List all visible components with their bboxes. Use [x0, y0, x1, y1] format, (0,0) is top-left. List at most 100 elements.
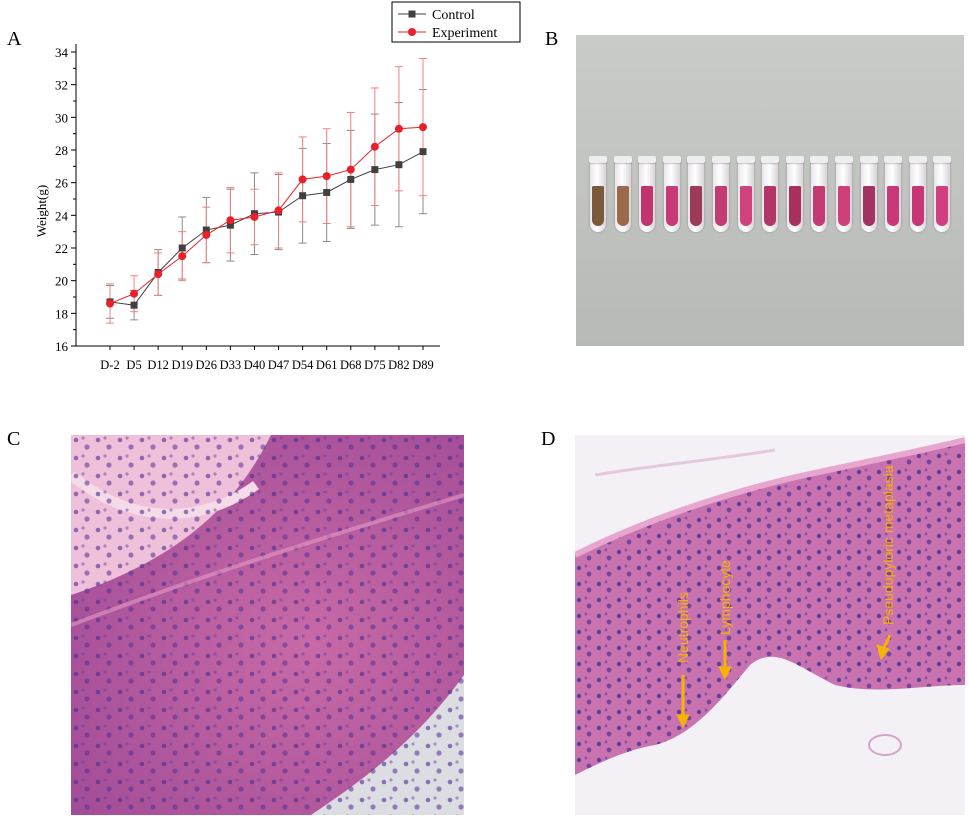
- legend-label: Experiment: [432, 26, 497, 41]
- sample-tube: [613, 156, 632, 232]
- data-point-experiment: [202, 230, 211, 239]
- x-tick-label: D89: [412, 358, 434, 372]
- tube-liquid: [616, 186, 629, 226]
- tube-cap: [687, 156, 706, 163]
- lymphocyte-label: Lymphocyte: [717, 560, 733, 635]
- data-point-control: [130, 301, 138, 309]
- tube-liquid: [690, 186, 703, 226]
- data-point-control: [323, 188, 331, 196]
- panel-label-c: C: [7, 428, 21, 450]
- tube-cap: [589, 156, 607, 163]
- tube-liquid: [715, 186, 727, 226]
- data-point-control: [395, 161, 403, 169]
- x-tick-label: D33: [220, 358, 242, 372]
- data-point-control: [299, 192, 307, 200]
- y-tick-label: 30: [55, 110, 68, 125]
- data-point-experiment: [322, 172, 331, 181]
- neutrophils-label: Neutrophils: [675, 592, 691, 663]
- data-point-experiment: [106, 299, 114, 308]
- tube-liquid: [641, 186, 654, 226]
- x-tick-label: D-2: [100, 358, 119, 372]
- chart-legend: Control Experiment: [391, 1, 521, 43]
- tube-cap: [712, 156, 730, 163]
- histology-experiment-image: Neutrophils Lymphocyte Pseudopyloric met…: [575, 435, 965, 815]
- tube-liquid: [887, 186, 900, 226]
- data-point-control: [347, 175, 355, 183]
- data-point-experiment: [419, 123, 427, 132]
- y-tick-label: 34: [55, 45, 69, 60]
- y-tick-label: 26: [55, 176, 69, 191]
- data-point-experiment: [346, 165, 355, 174]
- tube-cap: [933, 156, 952, 163]
- tube-liquid: [862, 186, 875, 226]
- x-tick-label: D5: [126, 358, 141, 372]
- y-tick-label: 22: [55, 241, 68, 256]
- sample-tube: [884, 156, 903, 232]
- data-point-experiment: [250, 212, 259, 221]
- sample-tube: [662, 156, 681, 232]
- series-markers: [106, 123, 427, 309]
- data-point-experiment: [154, 270, 163, 279]
- sample-tube: [687, 156, 706, 232]
- panel-label-d: D: [541, 428, 556, 450]
- y-tick-label: 28: [55, 143, 68, 158]
- data-point-experiment: [226, 216, 235, 225]
- x-tick-label: D47: [268, 358, 290, 372]
- y-axis-label: Weight(g): [34, 185, 49, 237]
- tube-liquid: [936, 186, 949, 226]
- legend-marker: [408, 10, 416, 18]
- annotation-arrows: [676, 634, 892, 729]
- error-bars: [106, 58, 427, 324]
- tube-liquid: [739, 186, 752, 226]
- tube-cap: [736, 156, 755, 163]
- histology-control-image: [71, 435, 464, 815]
- sample-tube: [859, 156, 878, 232]
- tube-cap: [662, 156, 681, 163]
- chart-axes: 16 18 20 22 24 26 28 30 32 34 D-2 D5 D12 D19 D26 D33 D40…: [34, 44, 440, 372]
- y-tick-label: 32: [55, 78, 68, 93]
- panel-label-b: B: [545, 28, 559, 50]
- tube-cap: [835, 156, 853, 163]
- tube-cap: [761, 156, 780, 163]
- data-point-control: [371, 166, 379, 174]
- x-tick-label: D40: [244, 358, 266, 372]
- data-point-control: [226, 221, 234, 229]
- tube-liquid: [813, 186, 826, 226]
- tube-liquid: [764, 186, 777, 226]
- data-point-experiment: [370, 142, 379, 151]
- legend-label: Control: [432, 8, 475, 23]
- tube-cap: [785, 156, 804, 163]
- x-tick-label: D12: [147, 358, 169, 372]
- sample-tube: [736, 156, 755, 232]
- series-lines: [109, 126, 424, 306]
- sample-tube: [712, 156, 730, 232]
- tube-cap: [810, 156, 829, 163]
- data-point-experiment: [298, 175, 307, 184]
- legend-marker: [408, 28, 416, 36]
- x-tick-label: D82: [388, 358, 410, 372]
- x-tick-label: D61: [316, 358, 338, 372]
- x-tick-label: D19: [171, 358, 193, 372]
- x-tick-label: D68: [340, 358, 362, 372]
- tube-liquid: [665, 186, 678, 226]
- x-tick-label: D75: [364, 358, 386, 372]
- sample-tube: [908, 156, 927, 232]
- data-point-experiment: [130, 289, 139, 298]
- y-tick-label: 16: [55, 339, 69, 354]
- sample-tube: [785, 156, 804, 232]
- tube-liquid: [788, 186, 801, 226]
- sample-tube: [589, 156, 607, 232]
- tube-liquid: [592, 186, 604, 226]
- tube-cap: [613, 156, 632, 163]
- x-tick-label: D54: [292, 358, 314, 372]
- data-point-experiment: [394, 124, 403, 133]
- data-point-control: [419, 148, 427, 156]
- y-tick-label: 20: [55, 274, 68, 289]
- panel-label-a: A: [7, 28, 22, 50]
- tube-cap: [908, 156, 927, 163]
- data-point-experiment: [274, 206, 283, 215]
- series-line-control: [109, 151, 424, 306]
- sample-tube: [933, 156, 952, 232]
- weight-line-chart: 16 18 20 22 24 26 28 30 32 34 D-2 D5 D12 D19 D26 D33 D40…: [34, 1, 521, 372]
- sample-tube: [810, 156, 829, 232]
